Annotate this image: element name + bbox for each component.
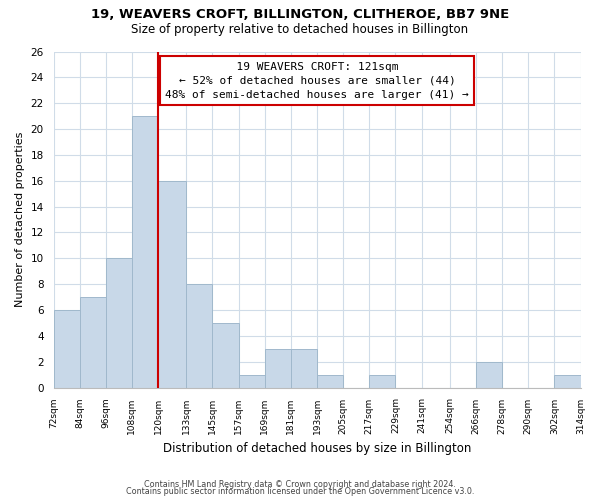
Bar: [317, 374, 343, 388]
Text: 19 WEAVERS CROFT: 121sqm  
← 52% of detached houses are smaller (44)
48% of semi: 19 WEAVERS CROFT: 121sqm ← 52% of detach…: [165, 62, 469, 100]
Bar: [53, 310, 80, 388]
Bar: [106, 258, 132, 388]
Bar: [239, 374, 265, 388]
Text: Contains HM Land Registry data © Crown copyright and database right 2024.: Contains HM Land Registry data © Crown c…: [144, 480, 456, 489]
Bar: [369, 374, 395, 388]
Y-axis label: Number of detached properties: Number of detached properties: [15, 132, 25, 307]
Bar: [476, 362, 502, 388]
Text: Contains public sector information licensed under the Open Government Licence v3: Contains public sector information licen…: [126, 488, 474, 496]
Text: Size of property relative to detached houses in Billington: Size of property relative to detached ho…: [131, 22, 469, 36]
Bar: [187, 284, 212, 388]
Bar: [158, 181, 187, 388]
Bar: [291, 349, 317, 388]
Bar: [554, 374, 581, 388]
Bar: [80, 297, 106, 388]
Bar: [212, 323, 239, 388]
X-axis label: Distribution of detached houses by size in Billington: Distribution of detached houses by size …: [163, 442, 471, 455]
Bar: [132, 116, 158, 388]
Text: 19, WEAVERS CROFT, BILLINGTON, CLITHEROE, BB7 9NE: 19, WEAVERS CROFT, BILLINGTON, CLITHEROE…: [91, 8, 509, 20]
Bar: [265, 349, 291, 388]
